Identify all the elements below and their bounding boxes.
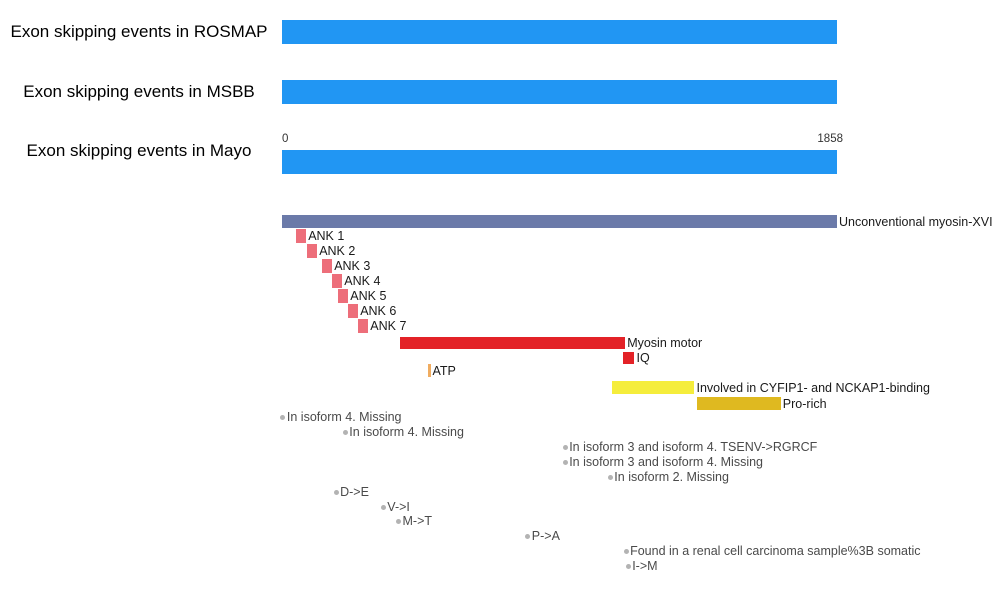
domain-ank-6[interactable] (348, 304, 359, 318)
region-pro-rich-label: Pro-rich (782, 396, 827, 411)
variant-dot[interactable] (625, 563, 631, 569)
track-label-rosmap: Exon skipping events in ROSMAP (10, 22, 268, 41)
variant-label: P->A (531, 529, 560, 543)
site-atp[interactable] (427, 364, 431, 377)
domain-ank-1[interactable] (296, 229, 307, 243)
protein-backbone-label: Unconventional myosin-XVI (839, 214, 993, 229)
domain-ank-2-label: ANK 2 (319, 244, 356, 258)
variant-label: In isoform 2. Missing (614, 470, 729, 484)
domain-ank-3[interactable] (322, 259, 333, 273)
variant-label: Found in a renal cell carcinoma sample%3… (630, 544, 921, 558)
variant-dot[interactable] (607, 474, 613, 480)
variant-dot[interactable] (280, 414, 286, 420)
domain-ank-5-label: ANK 5 (350, 289, 387, 303)
track-bar-mayo[interactable] (282, 150, 837, 174)
domain-iq[interactable] (623, 352, 635, 364)
variant-label: M->T (402, 514, 433, 528)
domain-ank-6-label: ANK 6 (360, 304, 397, 318)
axis-max-label: 1858 (817, 133, 843, 145)
track-label-msbb: Exon skipping events in MSBB (23, 82, 255, 101)
variant-dot[interactable] (380, 504, 386, 510)
axis-min-label: 0 (282, 133, 289, 145)
domain-myosin-motor-label: Myosin motor (627, 336, 703, 350)
domain-ank-5[interactable] (338, 289, 349, 303)
variant-label: In isoform 4. Missing (286, 410, 402, 424)
domain-iq-label: IQ (636, 351, 650, 365)
domain-ank-3-label: ANK 3 (334, 259, 371, 273)
domain-ank-7[interactable] (358, 319, 369, 333)
variant-dot[interactable] (342, 429, 348, 435)
variant-label: In isoform 3 and isoform 4. Missing (569, 455, 764, 469)
domain-ank-1-label: ANK 1 (308, 229, 345, 243)
variant-label: In isoform 3 and isoform 4. TSENV->RGRCF (569, 440, 818, 454)
variant-dot[interactable] (396, 518, 401, 524)
variant-label: I->M (632, 559, 658, 573)
variant-label: D->E (340, 485, 369, 499)
domain-myosin-motor[interactable] (400, 337, 626, 349)
variant-dot[interactable] (333, 489, 339, 495)
region-pro-rich[interactable] (696, 397, 781, 410)
region-cyfip1-nckap1-binding[interactable] (612, 381, 695, 394)
variant-dot[interactable] (525, 533, 531, 539)
site-atp-label: ATP (432, 363, 456, 378)
variant-dot[interactable] (562, 444, 568, 450)
variant-dot[interactable] (562, 459, 568, 465)
protein-backbone[interactable] (282, 215, 837, 228)
domain-ank-4[interactable] (332, 274, 343, 288)
track-bar-rosmap[interactable] (282, 20, 837, 44)
variant-label: In isoform 4. Missing (349, 425, 464, 439)
domain-ank-4-label: ANK 4 (344, 274, 381, 288)
track-bar-msbb[interactable] (282, 80, 837, 104)
region-cyfip1-nckap1-binding-label: Involved in CYFIP1- and NCKAP1-binding (696, 380, 930, 395)
variant-dot[interactable] (623, 548, 629, 554)
variant-label: V->I (387, 500, 410, 514)
domain-ank-2[interactable] (307, 244, 318, 258)
track-label-mayo: Exon skipping events in Mayo (26, 141, 252, 160)
domain-ank-7-label: ANK 7 (370, 319, 407, 333)
